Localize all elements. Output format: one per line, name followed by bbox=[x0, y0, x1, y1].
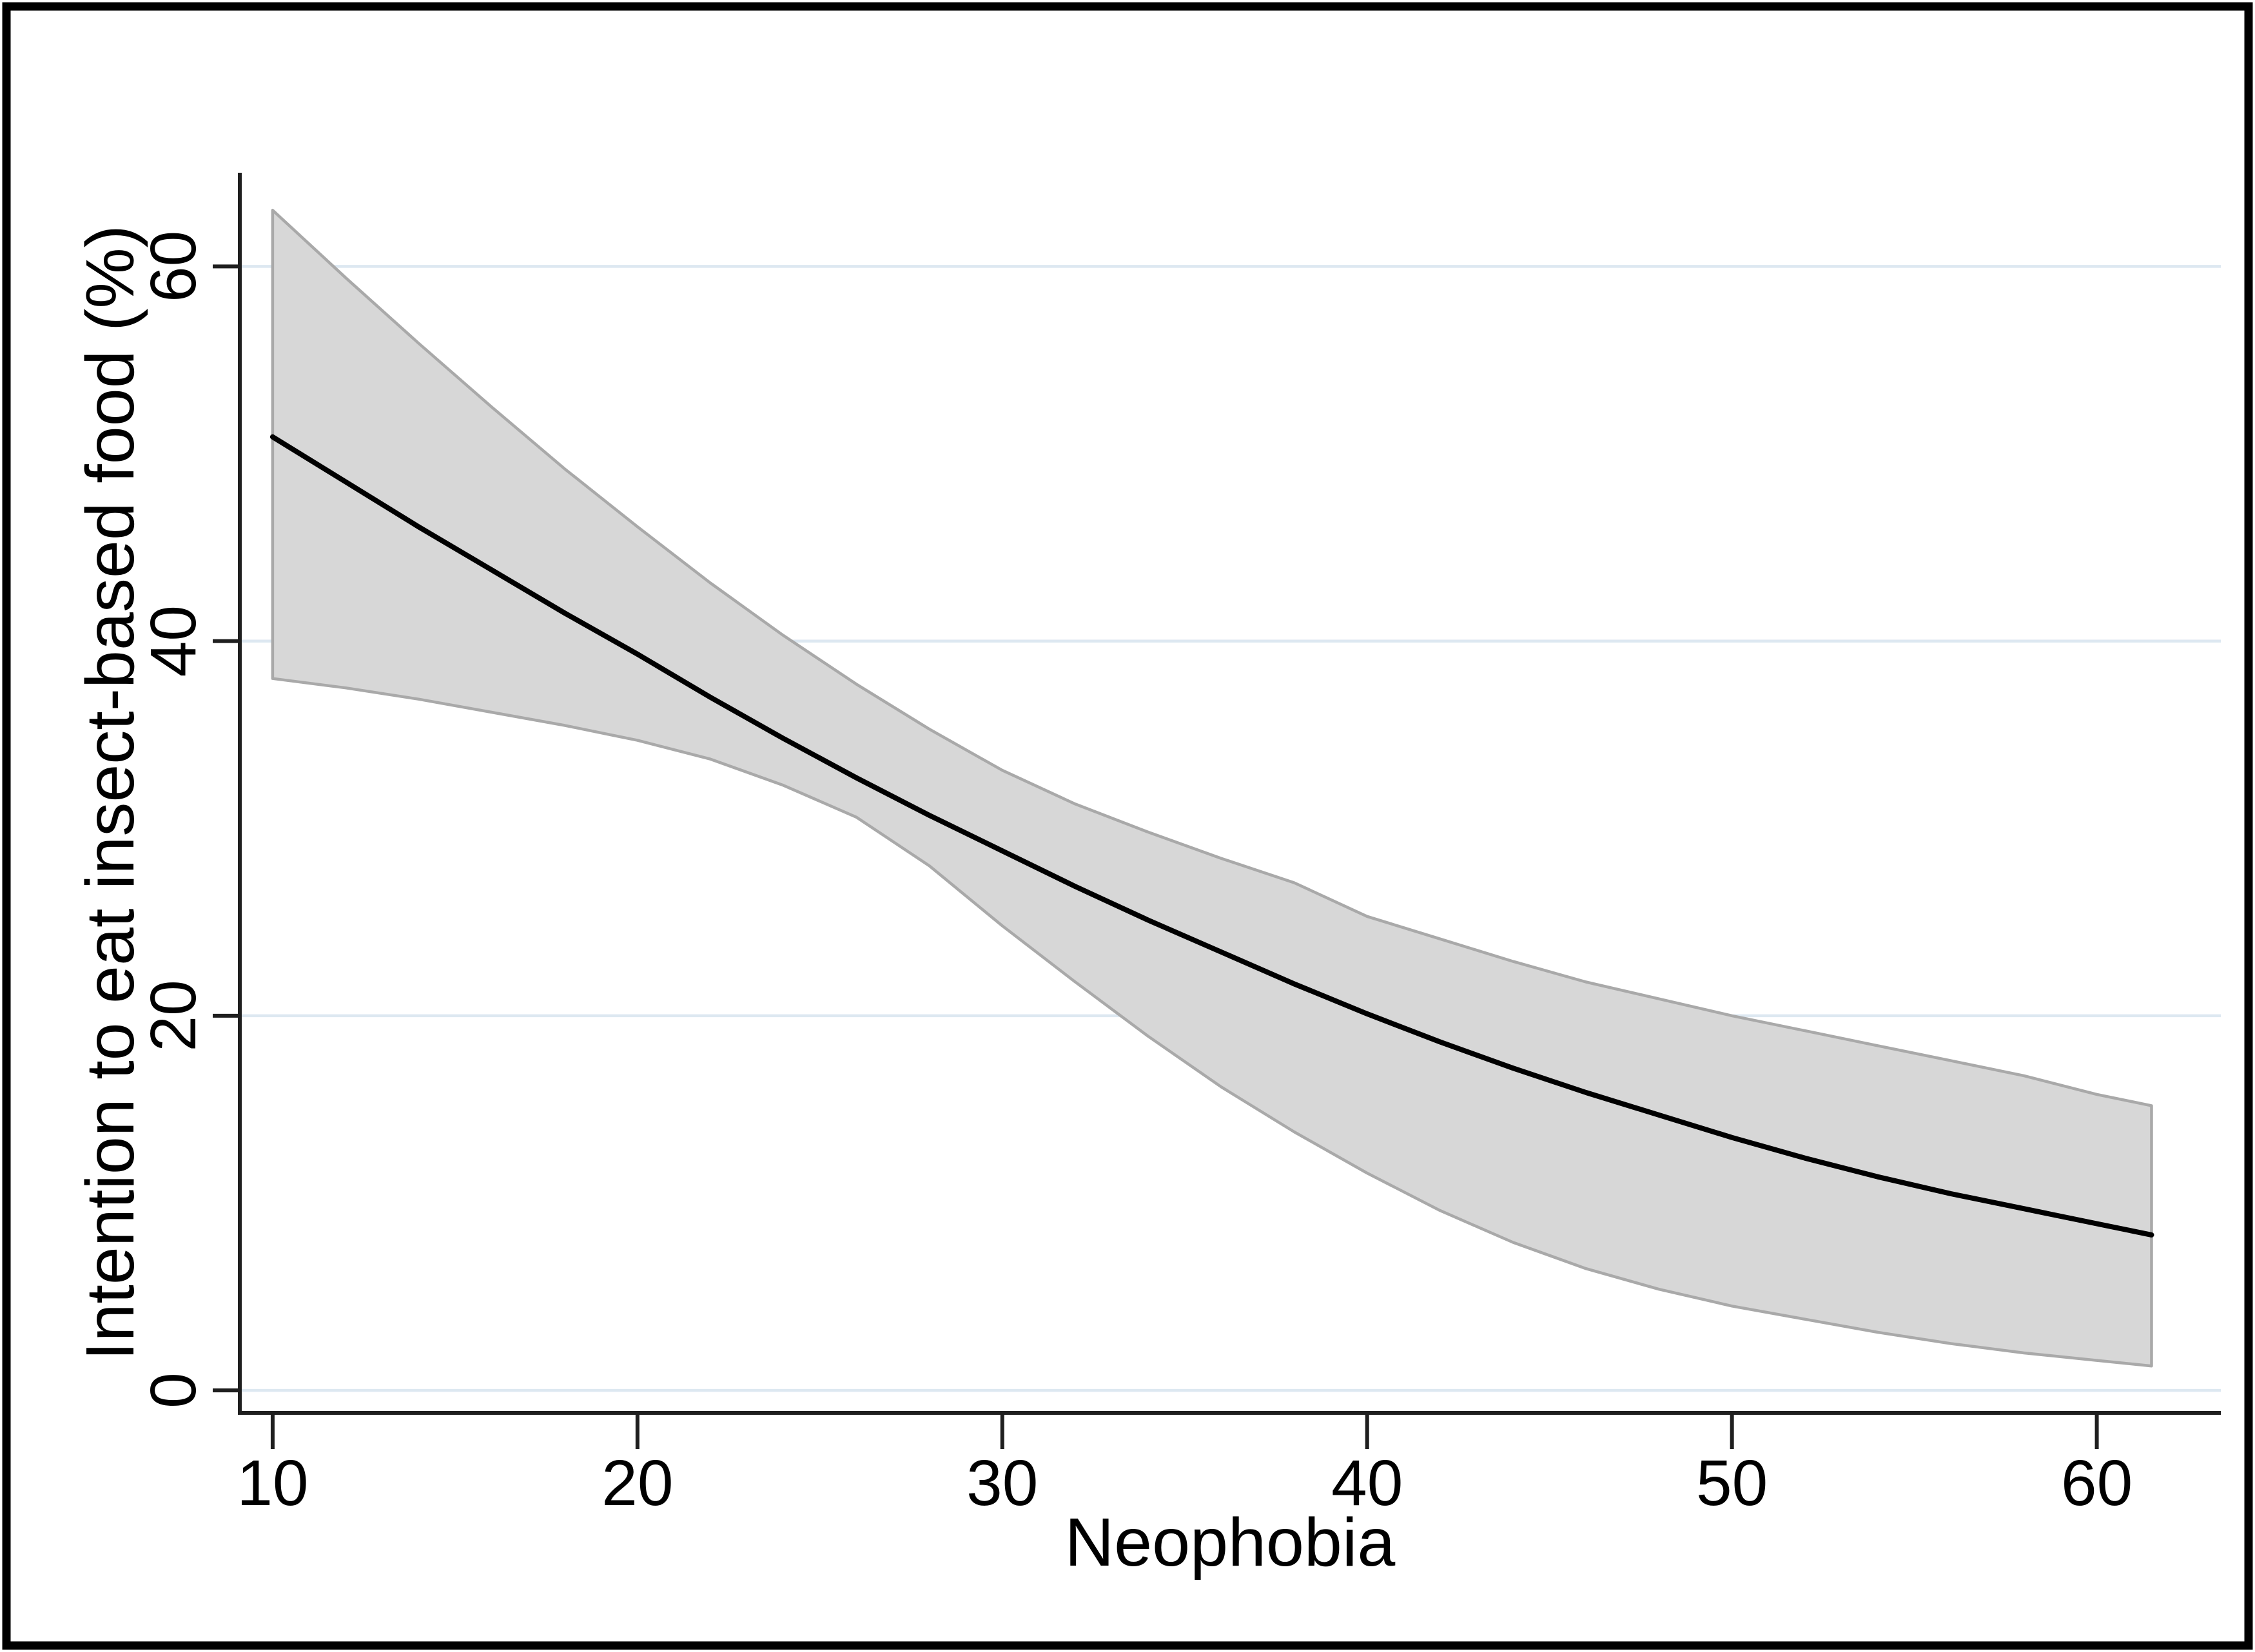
fit-line-group bbox=[269, 434, 2154, 1238]
y-axis-title: Intention to eat insect-based food (%) bbox=[72, 225, 148, 1361]
y-tick-label-40: 40 bbox=[137, 605, 210, 677]
confidence-band-group bbox=[271, 208, 2153, 1368]
y-ticks: 0 20 40 60 bbox=[137, 231, 240, 1408]
regression-line bbox=[269, 434, 2154, 1238]
x-tick-label-40: 40 bbox=[1331, 1447, 1403, 1519]
y-tick-label-60: 60 bbox=[137, 231, 210, 302]
y-tick-label-20: 20 bbox=[137, 980, 210, 1051]
x-tick-label-50: 50 bbox=[1696, 1447, 1768, 1519]
y-tick-label-0: 0 bbox=[137, 1372, 210, 1408]
x-tick-label-10: 10 bbox=[237, 1447, 308, 1519]
x-tick-label-20: 20 bbox=[601, 1447, 673, 1519]
axes: 0 20 40 60 10 20 30 40 50 60 bbox=[137, 173, 2221, 1519]
x-tick-label-30: 30 bbox=[966, 1447, 1038, 1519]
confidence-band bbox=[271, 208, 2153, 1368]
x-ticks: 10 20 30 40 50 60 bbox=[237, 1413, 2133, 1519]
x-axis-title: Neophobia bbox=[1065, 1504, 1396, 1580]
x-tick-label-60: 60 bbox=[2061, 1447, 2133, 1519]
